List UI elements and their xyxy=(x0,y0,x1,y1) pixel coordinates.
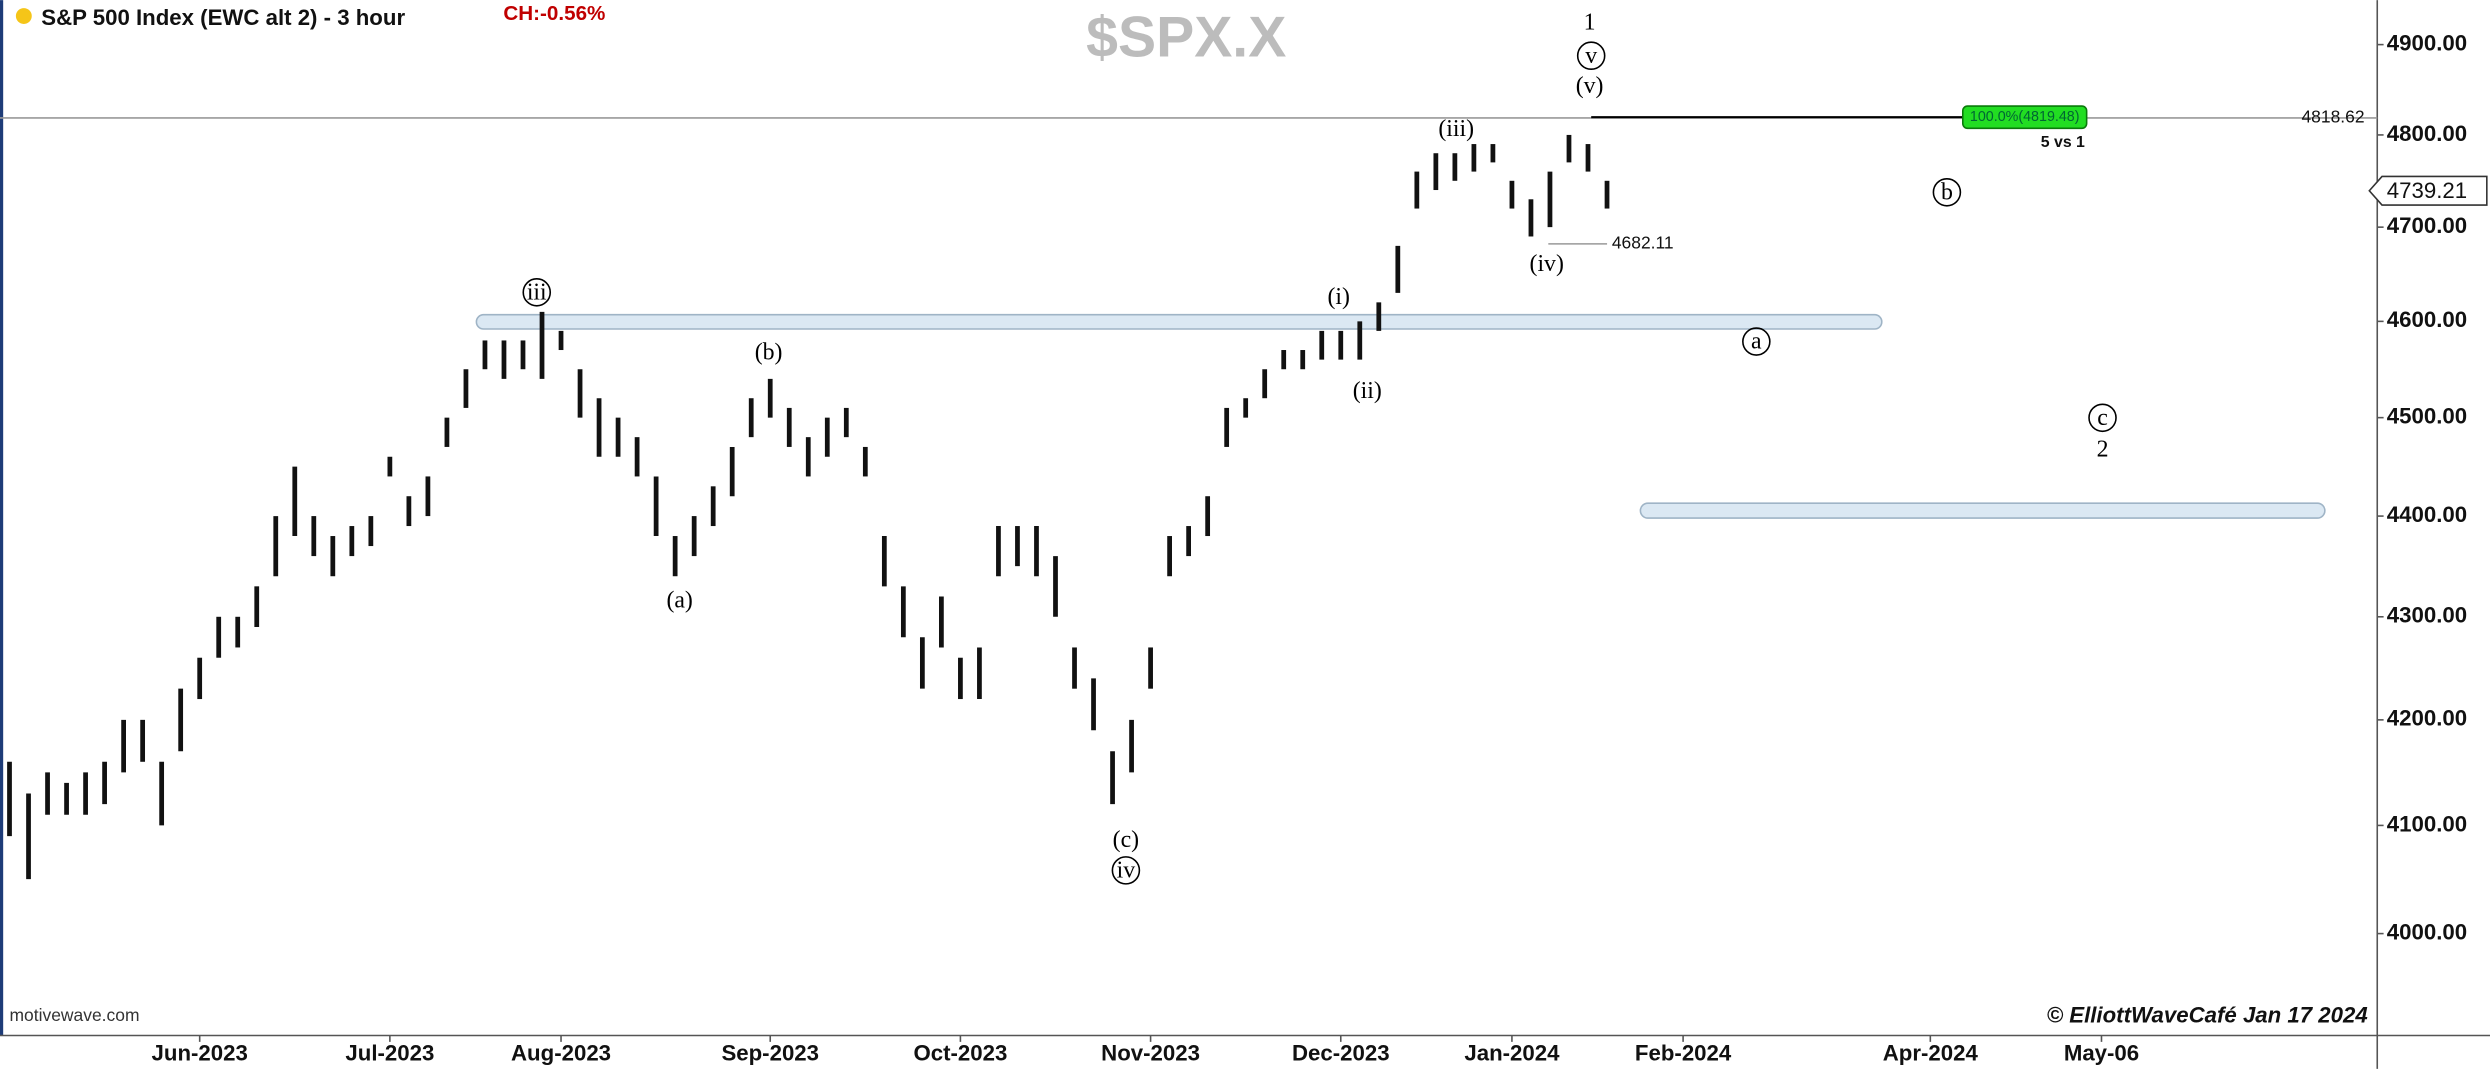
wave-circle xyxy=(1742,327,1771,356)
target-label: 100.0%(4819.48) xyxy=(1970,109,2080,125)
wave-label: (b) xyxy=(755,340,783,366)
y-tick-label: 4200.00 xyxy=(2387,706,2467,731)
last-price-box xyxy=(2368,175,2488,206)
y-tick-label: 4700.00 xyxy=(2387,213,2467,238)
x-tick-label: May-06 xyxy=(2064,1040,2139,1065)
y-tick-label: 4300.00 xyxy=(2387,603,2467,628)
x-tick-label: Dec-2023 xyxy=(1292,1040,1390,1065)
y-tick-label: 4800.00 xyxy=(2387,121,2467,146)
y-tick-label: 4000.00 xyxy=(2387,919,2467,944)
watermark: motivewave.com xyxy=(10,1005,140,1025)
x-tick-label: Sep-2023 xyxy=(721,1040,819,1065)
x-tick-label: Jan-2024 xyxy=(1464,1040,1560,1065)
target-note: 5 vs 1 xyxy=(2041,134,2085,151)
y-tick-label: 4600.00 xyxy=(2387,307,2467,332)
x-tick-label: Oct-2023 xyxy=(913,1040,1007,1065)
wave-label: (a) xyxy=(666,587,692,613)
y-tick-label: 4100.00 xyxy=(2387,811,2467,836)
wave-label: iv xyxy=(1117,857,1136,883)
wave-label: c xyxy=(2097,405,2108,431)
wave-circle xyxy=(522,278,552,307)
wave-label: (i) xyxy=(1327,284,1349,310)
wave-circle xyxy=(1111,856,1141,885)
x-tick-label: Jul-2023 xyxy=(345,1040,434,1065)
x-tick-label: Feb-2024 xyxy=(1635,1040,1732,1065)
legend-dot xyxy=(15,8,32,24)
support-zone xyxy=(1639,502,2326,519)
copyright: © ElliottWaveCafé Jan 17 2024 xyxy=(2047,1002,2368,1027)
wave-label: v xyxy=(1585,43,1597,69)
y-tick-label: 4900.00 xyxy=(2387,30,2467,55)
wave-label: (iii) xyxy=(1438,116,1474,142)
wave-label: iii xyxy=(527,279,547,305)
wave-circle xyxy=(1576,41,1606,71)
target-box xyxy=(1961,105,2088,130)
last-price-label: 4739.21 xyxy=(2387,178,2467,203)
chart-title: S&P 500 Index (EWC alt 2) - 3 hour xyxy=(41,5,405,30)
resistance-label: 4818.62 xyxy=(2301,107,2364,127)
y-tick-label: 4400.00 xyxy=(2387,502,2467,527)
low-marker-label: 4682.11 xyxy=(1612,232,1674,252)
y-tick-label: 4500.00 xyxy=(2387,404,2467,429)
wave-circle xyxy=(1932,177,1962,207)
wave-label: b xyxy=(1941,179,1953,205)
wave-label: (ii) xyxy=(1353,378,1382,404)
x-tick-label: Apr-2024 xyxy=(1883,1040,1979,1065)
x-tick-label: Nov-2023 xyxy=(1101,1040,1200,1065)
wave-label: 1 xyxy=(1584,9,1596,35)
wave-label: 2 xyxy=(2097,437,2109,463)
x-tick-label: Aug-2023 xyxy=(511,1040,611,1065)
change-label: CH:-0.56% xyxy=(503,2,605,25)
wave-label: (v) xyxy=(1576,73,1604,99)
wave-label: a xyxy=(1751,329,1762,355)
support-zone xyxy=(475,313,1883,330)
wave-circle xyxy=(2088,403,2117,433)
symbol-watermark: $SPX.X xyxy=(1086,6,1286,70)
x-tick-label: Jun-2023 xyxy=(152,1040,248,1065)
wave-label: (c) xyxy=(1113,827,1139,853)
wave-label: (iv) xyxy=(1530,251,1564,277)
